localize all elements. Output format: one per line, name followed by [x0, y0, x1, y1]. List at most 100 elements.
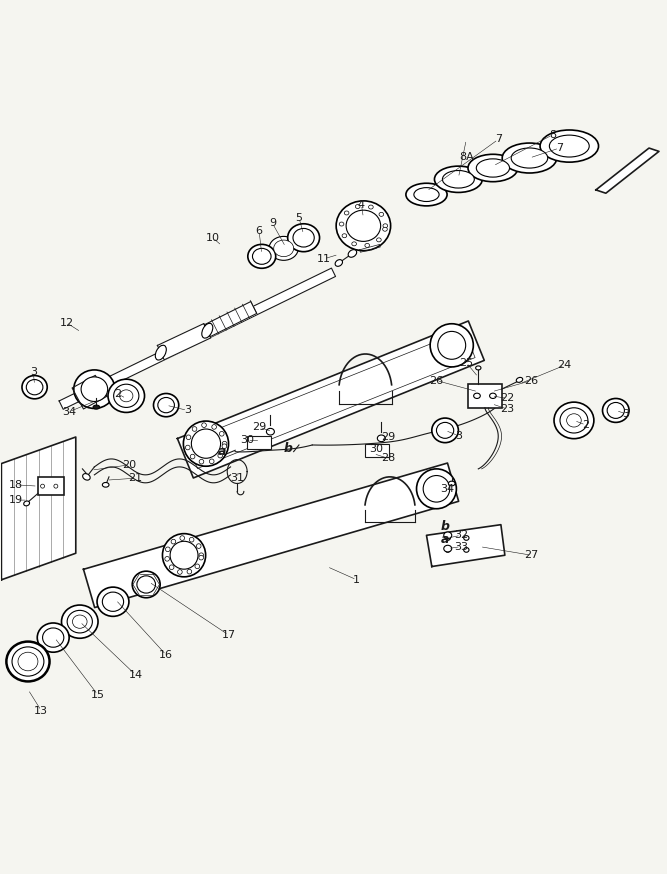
Polygon shape — [204, 302, 257, 336]
Text: 27: 27 — [524, 551, 538, 560]
Ellipse shape — [434, 166, 482, 192]
Ellipse shape — [344, 211, 349, 215]
Text: 20: 20 — [122, 460, 136, 470]
Ellipse shape — [336, 201, 391, 251]
Ellipse shape — [348, 250, 357, 257]
Ellipse shape — [369, 205, 374, 209]
Ellipse shape — [554, 402, 594, 439]
Ellipse shape — [607, 402, 624, 419]
Text: b: b — [441, 520, 450, 533]
Ellipse shape — [177, 570, 182, 574]
Ellipse shape — [41, 484, 45, 489]
Text: 8: 8 — [549, 129, 556, 140]
Bar — [365, 444, 389, 457]
Ellipse shape — [342, 233, 347, 238]
Ellipse shape — [169, 565, 174, 570]
Ellipse shape — [414, 188, 439, 202]
Ellipse shape — [266, 428, 274, 435]
Ellipse shape — [7, 642, 49, 682]
Ellipse shape — [448, 482, 455, 486]
Text: 6: 6 — [255, 226, 263, 236]
Ellipse shape — [97, 587, 129, 616]
Text: 28: 28 — [381, 454, 395, 463]
Text: 7: 7 — [495, 135, 502, 144]
Ellipse shape — [61, 605, 98, 638]
Ellipse shape — [199, 460, 204, 464]
Text: 9: 9 — [269, 218, 276, 228]
Ellipse shape — [171, 539, 175, 544]
Ellipse shape — [248, 245, 275, 268]
Ellipse shape — [464, 536, 469, 540]
Polygon shape — [360, 245, 380, 253]
Ellipse shape — [180, 536, 185, 540]
Ellipse shape — [165, 547, 170, 551]
Ellipse shape — [187, 569, 191, 574]
Ellipse shape — [212, 425, 217, 429]
Text: 3: 3 — [455, 431, 462, 440]
Ellipse shape — [406, 184, 447, 206]
Ellipse shape — [73, 615, 87, 628]
Ellipse shape — [102, 592, 123, 611]
Text: 29: 29 — [381, 432, 395, 442]
Ellipse shape — [209, 459, 214, 463]
Text: 19: 19 — [9, 495, 23, 505]
Ellipse shape — [365, 243, 370, 247]
Polygon shape — [187, 330, 475, 468]
Ellipse shape — [163, 534, 205, 577]
Ellipse shape — [155, 345, 166, 360]
Ellipse shape — [445, 536, 450, 540]
Ellipse shape — [165, 557, 169, 561]
Ellipse shape — [83, 474, 90, 480]
Ellipse shape — [74, 370, 115, 408]
Ellipse shape — [293, 228, 314, 247]
Ellipse shape — [474, 393, 480, 399]
Text: 31: 31 — [230, 473, 244, 483]
Ellipse shape — [352, 242, 356, 246]
Ellipse shape — [102, 482, 109, 487]
Text: 3: 3 — [184, 406, 191, 415]
Text: 32: 32 — [454, 531, 468, 540]
Ellipse shape — [476, 159, 510, 177]
Text: 30: 30 — [370, 444, 384, 454]
Ellipse shape — [423, 475, 450, 502]
Ellipse shape — [516, 378, 523, 382]
Ellipse shape — [119, 390, 133, 402]
Text: b: b — [284, 442, 293, 455]
Text: 2: 2 — [582, 420, 590, 430]
Text: 11: 11 — [317, 254, 331, 264]
Ellipse shape — [490, 393, 496, 399]
Polygon shape — [426, 524, 505, 566]
Ellipse shape — [113, 385, 139, 407]
Ellipse shape — [218, 454, 223, 458]
Ellipse shape — [502, 143, 557, 173]
Ellipse shape — [22, 376, 47, 399]
Ellipse shape — [195, 564, 199, 569]
Ellipse shape — [378, 435, 386, 441]
Ellipse shape — [137, 576, 155, 593]
Ellipse shape — [190, 454, 195, 459]
Ellipse shape — [222, 441, 227, 446]
Ellipse shape — [18, 652, 38, 671]
Ellipse shape — [189, 538, 194, 542]
Ellipse shape — [464, 548, 469, 552]
Polygon shape — [157, 323, 211, 360]
Ellipse shape — [340, 222, 344, 226]
Text: 2: 2 — [114, 389, 121, 399]
Ellipse shape — [158, 398, 174, 413]
Ellipse shape — [183, 421, 229, 466]
Ellipse shape — [192, 427, 197, 431]
Text: 29: 29 — [252, 422, 266, 432]
Text: 8A: 8A — [459, 152, 474, 162]
Ellipse shape — [430, 323, 474, 367]
Ellipse shape — [438, 331, 466, 359]
Polygon shape — [59, 268, 336, 409]
Ellipse shape — [199, 553, 203, 558]
Ellipse shape — [383, 224, 388, 228]
Ellipse shape — [24, 501, 29, 506]
Ellipse shape — [511, 148, 548, 168]
Text: 18: 18 — [9, 480, 23, 489]
Ellipse shape — [602, 399, 629, 422]
Ellipse shape — [219, 432, 224, 436]
Text: 26: 26 — [524, 376, 538, 385]
Ellipse shape — [379, 212, 384, 217]
